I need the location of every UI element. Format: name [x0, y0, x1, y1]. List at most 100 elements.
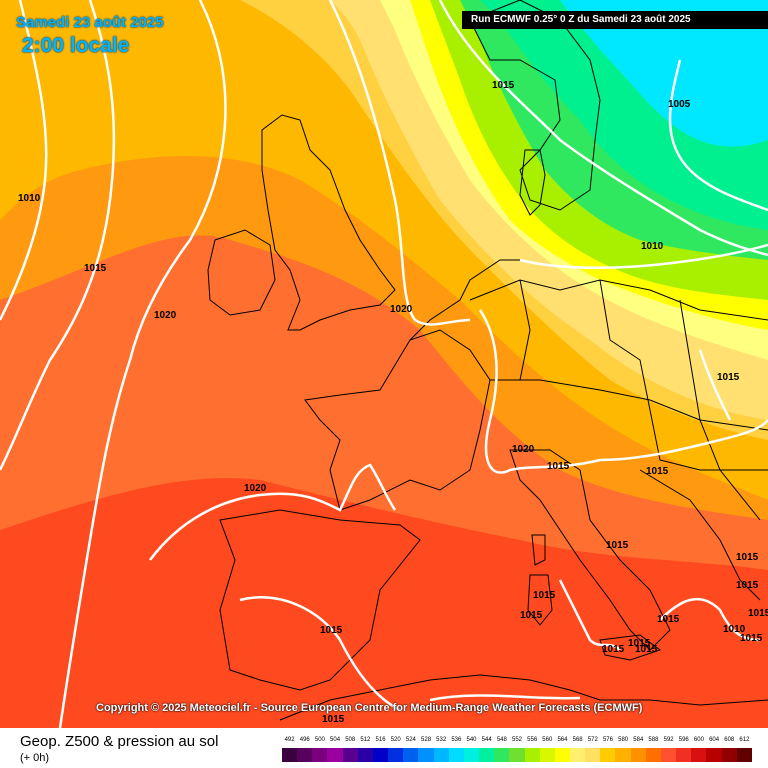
scale-swatch [312, 748, 328, 762]
scale-swatch [418, 748, 434, 762]
scale-tick-label: 584 [633, 737, 644, 743]
scale-swatch [388, 748, 404, 762]
iso-label: 1015 [547, 461, 570, 472]
scale-tick-label: 524 [405, 737, 416, 743]
iso-label: 1015 [320, 625, 343, 636]
scale-swatch [342, 748, 358, 762]
scale-tick-label: 576 [602, 737, 613, 743]
scale-swatch [494, 748, 510, 762]
iso-label: 1015 [322, 714, 345, 725]
scale-swatch [569, 748, 586, 762]
scale-tick-label: 548 [496, 737, 507, 743]
iso-label: 1015 [628, 638, 651, 649]
scale-swatch [585, 748, 601, 762]
scale-tick-label: 560 [542, 737, 553, 743]
scale-tick-label: 512 [360, 737, 371, 743]
iso-label: 1015 [717, 372, 740, 383]
scale-tick-label: 508 [345, 737, 356, 743]
scale-swatch [297, 748, 313, 762]
scale-swatch [600, 748, 616, 762]
scale-tick-label: 588 [648, 737, 659, 743]
scale-tick-label: 552 [511, 737, 523, 743]
isobars [0, 0, 768, 728]
iso-label: 1015 [740, 633, 763, 644]
iso-label: 1020 [512, 444, 535, 455]
scale-tick-label: 544 [481, 737, 492, 743]
scale-tick-label: 608 [724, 737, 735, 743]
iso-label: 1015 [736, 552, 759, 563]
forecast-time: 2:00 locale [22, 34, 130, 57]
isobar-labels: 1010 1015 1020 1015 1020 1020 1015 1010 … [18, 80, 768, 725]
scale-swatch [554, 748, 570, 762]
scale-tick-label: 592 [663, 737, 674, 743]
color-scale-labels: 492 496 500 504 508 512 516 520 524 528 532 536 540 5… [282, 737, 752, 747]
band-540 [560, 0, 768, 147]
scale-swatch [463, 748, 480, 762]
variable-title: Geop. Z500 & pression au sol [20, 733, 219, 750]
scale-tick-label: 520 [390, 737, 401, 743]
scale-swatch [433, 748, 449, 762]
scale-swatch [282, 748, 298, 762]
scale-swatch [372, 748, 389, 762]
scale-swatch [357, 748, 373, 762]
iso-label: 1020 [154, 310, 177, 321]
iso-label: 1020 [244, 483, 267, 494]
iso-label: 1010 [641, 241, 664, 252]
scale-tick-label: 604 [709, 737, 720, 743]
iso-label: 1015 [492, 80, 515, 91]
lead-time: (+ 0h) [20, 752, 50, 764]
scale-tick-label: 516 [375, 737, 386, 743]
iso-label: 1005 [668, 99, 691, 110]
copyright-notice: Copyright © 2025 Meteociel.fr - Source E… [96, 702, 643, 714]
scale-tick-label: 600 [693, 737, 704, 743]
iso-label: 1015 [520, 610, 543, 621]
color-scale [282, 748, 752, 762]
scale-swatch [736, 748, 752, 762]
scale-swatch [630, 748, 646, 762]
scale-swatch [403, 748, 419, 762]
weather-map: 1010 1015 1020 1015 1020 1020 1015 1010 … [0, 0, 768, 728]
scale-swatch [539, 748, 555, 762]
scale-swatch [645, 748, 661, 762]
scale-tick-label: 500 [314, 737, 325, 743]
scale-tick-label: 612 [739, 737, 750, 743]
scale-swatch [448, 748, 464, 762]
scale-swatch [524, 748, 540, 762]
scale-swatch [479, 748, 495, 762]
scale-swatch [676, 748, 692, 762]
scale-swatch [691, 748, 707, 762]
iso-label: 1020 [390, 304, 413, 315]
iso-label: 1015 [533, 590, 556, 601]
scale-tick-label: 540 [466, 737, 477, 743]
scale-swatch [660, 748, 677, 762]
scale-tick-label: 532 [436, 737, 447, 743]
iso-label: 1015 [602, 644, 625, 655]
iso-label: 1015 [748, 608, 768, 619]
scale-tick-label: 536 [451, 737, 462, 743]
scale-tick-label: 496 [299, 737, 310, 743]
scale-tick-label: 504 [330, 737, 341, 743]
coastlines [207, 0, 768, 721]
forecast-date: Samedi 23 août 2025 [16, 14, 164, 31]
scale-swatch [327, 748, 343, 762]
scale-tick-label: 492 [284, 737, 295, 743]
model-run-info: Run ECMWF 0.25° 0 Z du Samedi 23 août 20… [462, 11, 768, 29]
scale-tick-label: 564 [557, 737, 568, 743]
scale-tick-label: 568 [572, 737, 583, 743]
map-canvas: 1010 1015 1020 1015 1020 1020 1015 1010 … [0, 0, 768, 728]
scale-tick-label: 580 [618, 737, 629, 743]
scale-tick-label: 556 [527, 737, 538, 743]
iso-label: 1015 [657, 614, 680, 625]
iso-label: 1015 [646, 466, 669, 477]
iso-label: 1015 [84, 263, 107, 274]
scale-swatch [509, 748, 525, 762]
iso-label: 1015 [736, 580, 759, 591]
scale-swatch [615, 748, 631, 762]
scale-tick-label: 572 [587, 737, 598, 743]
iso-label: 1015 [606, 540, 629, 551]
scale-swatch [706, 748, 722, 762]
scale-tick-label: 596 [678, 737, 689, 743]
iso-label: 1010 [723, 624, 746, 635]
iso-label: 1015 [635, 644, 658, 655]
scale-swatch [721, 748, 737, 762]
